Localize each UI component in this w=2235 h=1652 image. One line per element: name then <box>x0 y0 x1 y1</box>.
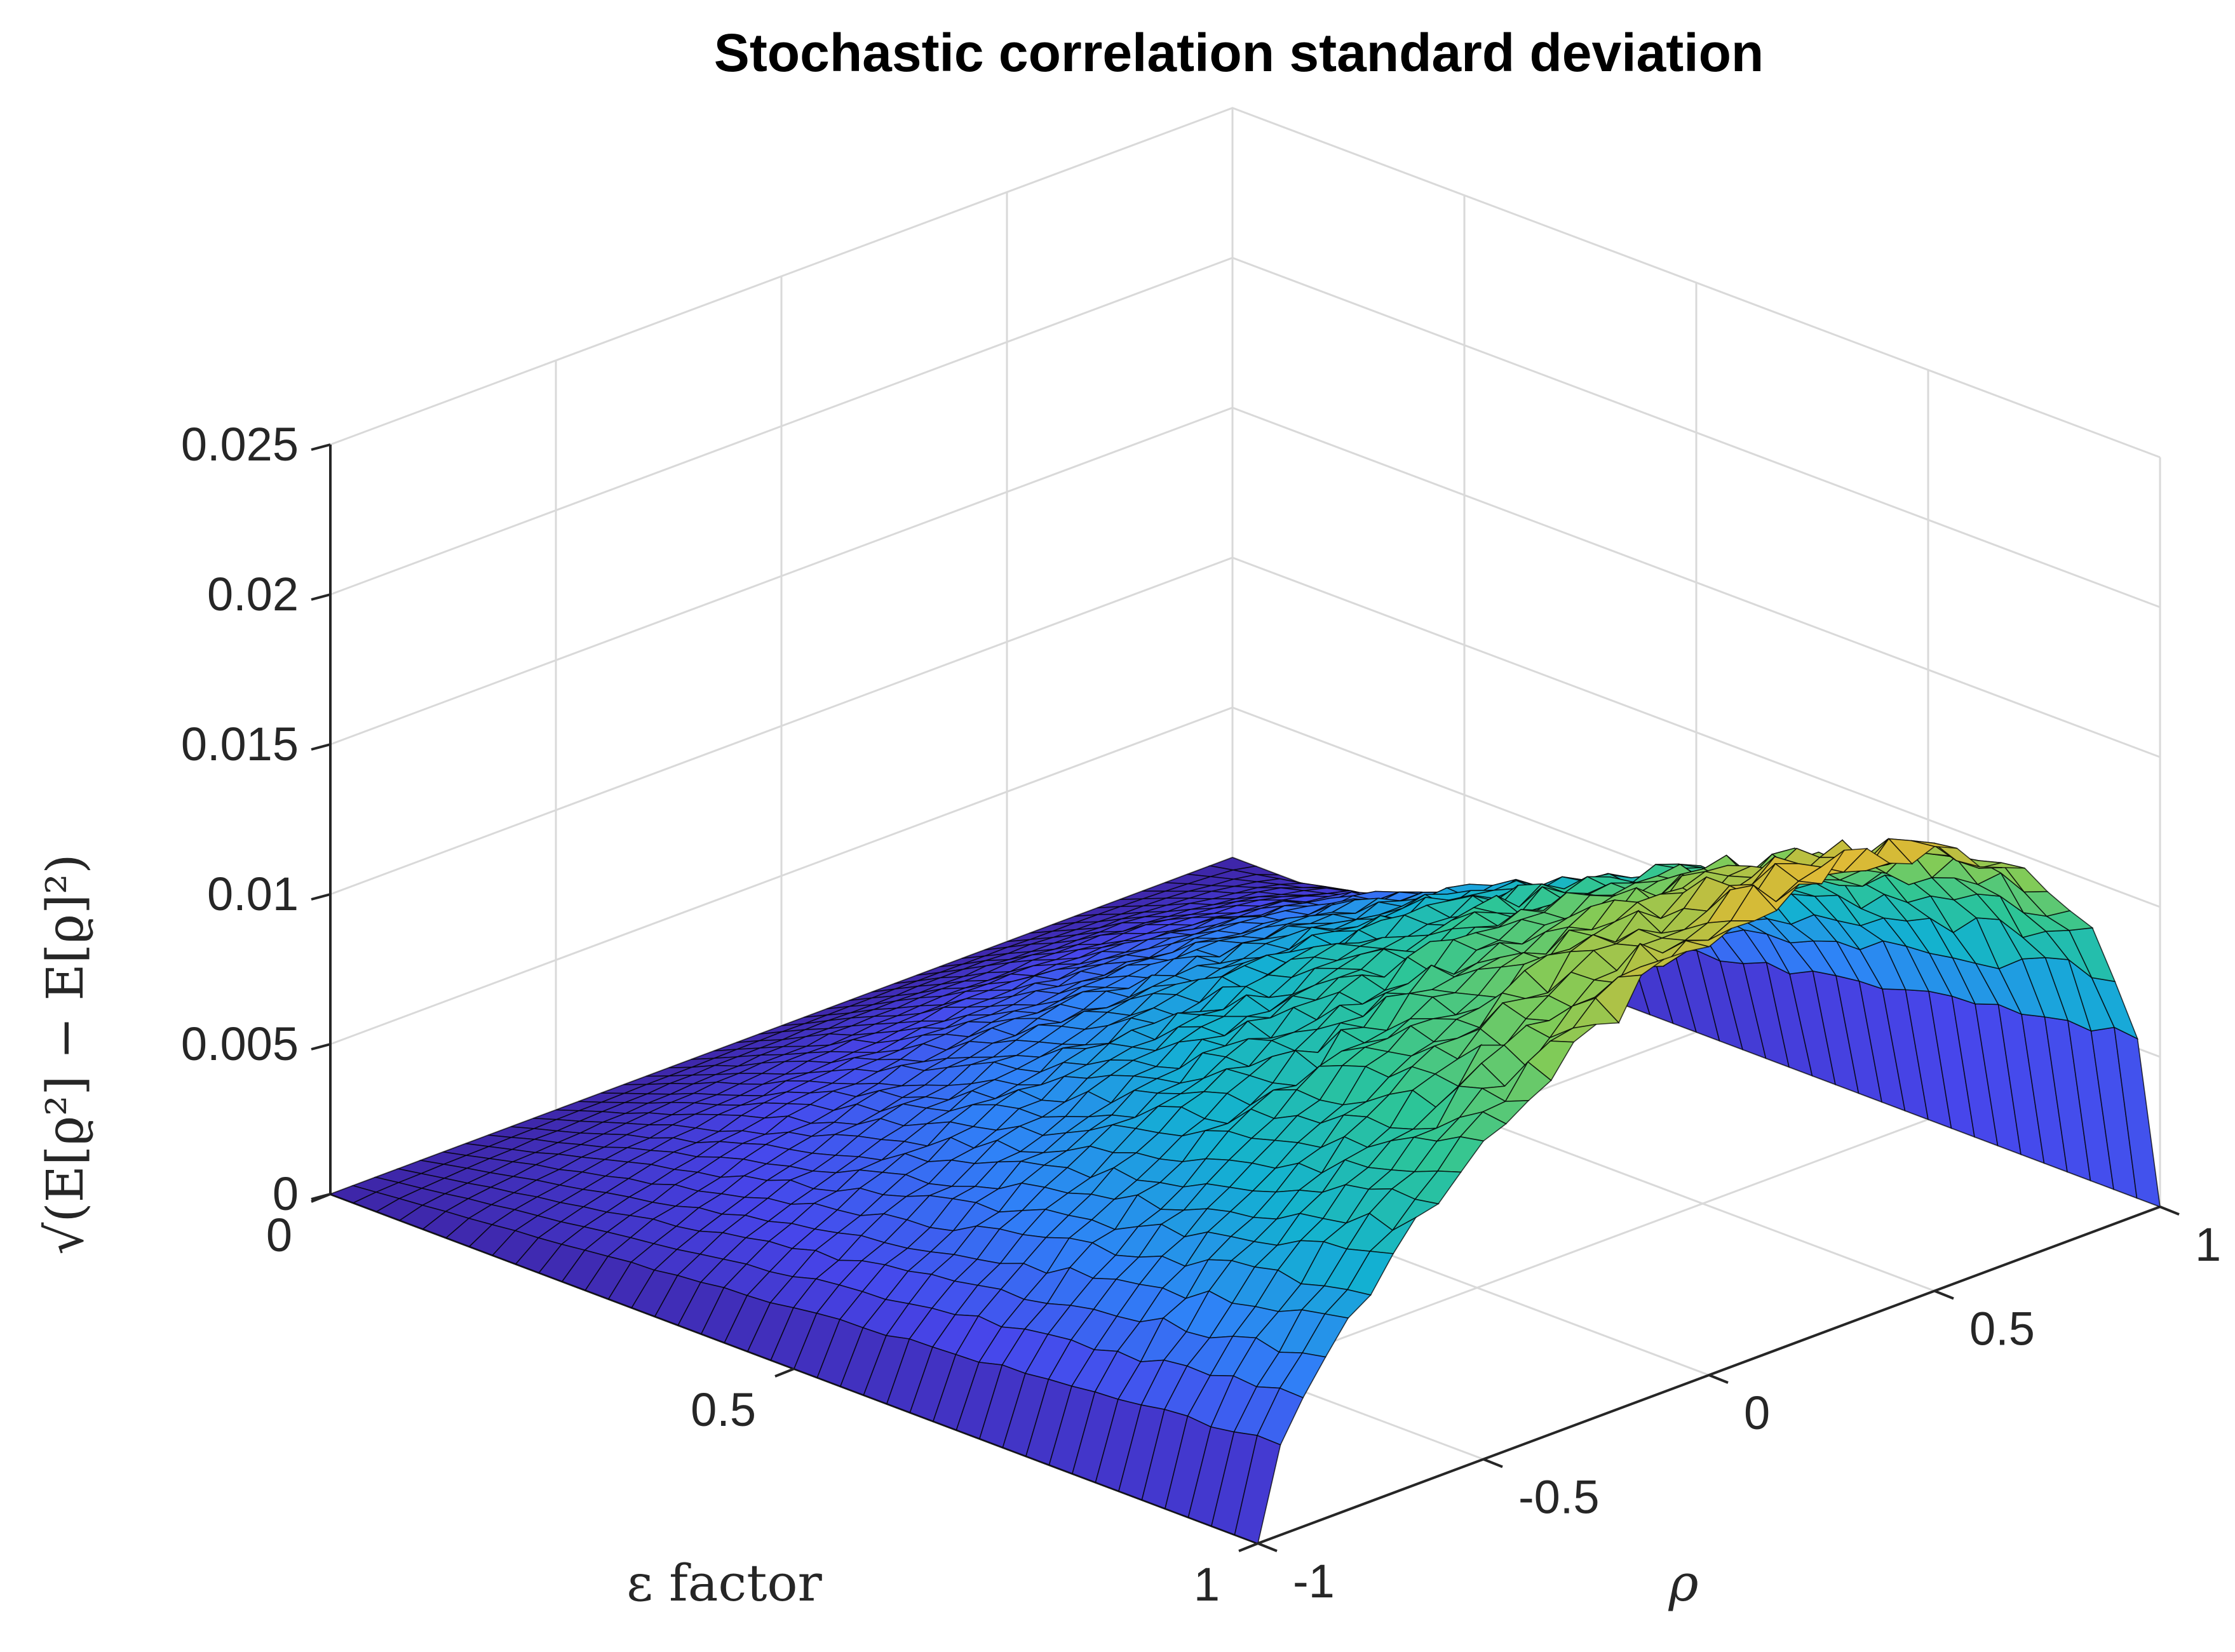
y-tick-mark <box>1934 1289 1954 1300</box>
grid-line-z <box>330 257 2161 608</box>
y-tick-mark <box>2159 1205 2180 1216</box>
y-tick-label: -1 <box>1293 1555 1335 1608</box>
x-tick-mark <box>311 1193 331 1203</box>
z-tick-label: 0.015 <box>181 718 299 770</box>
y-tick-label: 0 <box>1744 1387 1770 1439</box>
x-tick-label: 0 <box>266 1209 292 1261</box>
y-tick-mark <box>1257 1542 1278 1552</box>
y-tick-label: -0.5 <box>1518 1471 1600 1524</box>
x-tick-mark <box>1238 1542 1259 1552</box>
z-tick-mark <box>311 743 331 751</box>
x-axis-label: ε factor <box>626 1554 822 1613</box>
y-tick-mark <box>1708 1374 1729 1384</box>
z-tick-label: 0.01 <box>207 868 299 920</box>
z-axis-label: √(E[ϱ²] − E[ϱ]²) <box>36 854 95 1254</box>
x-tick-label: 1 <box>1194 1558 1220 1611</box>
tick-labels: 0 0.005 0.01 0.015 0.02 0.025 0 0.5 1 -1 -0.5 0 0.5 1 <box>181 418 2221 1611</box>
grid-line-z <box>330 107 2161 459</box>
surface-patch <box>1234 1434 1281 1545</box>
z-tick-mark <box>311 593 331 601</box>
z-tick-label: 0.02 <box>207 568 299 621</box>
surface-mesh <box>328 838 2161 1545</box>
y-tick-label: 1 <box>2195 1218 2221 1271</box>
z-tick-mark <box>311 893 331 901</box>
z-tick-mark <box>311 1043 331 1051</box>
y-tick-mark <box>1483 1458 1503 1468</box>
y-axis-label: ρ <box>1668 1554 1698 1613</box>
z-tick-mark <box>311 443 331 451</box>
z-tick-label: 0 <box>273 1167 299 1220</box>
chart-title: Stochastic correlation standard deviatio… <box>714 23 1764 83</box>
z-tick-label: 0.025 <box>181 418 299 471</box>
x-tick-mark <box>774 1367 795 1378</box>
grid-line-z <box>330 406 2161 758</box>
y-tick-label: 0.5 <box>1969 1303 2035 1355</box>
x-tick-label: 0.5 <box>691 1383 756 1436</box>
z-tick-label: 0.005 <box>181 1017 299 1070</box>
